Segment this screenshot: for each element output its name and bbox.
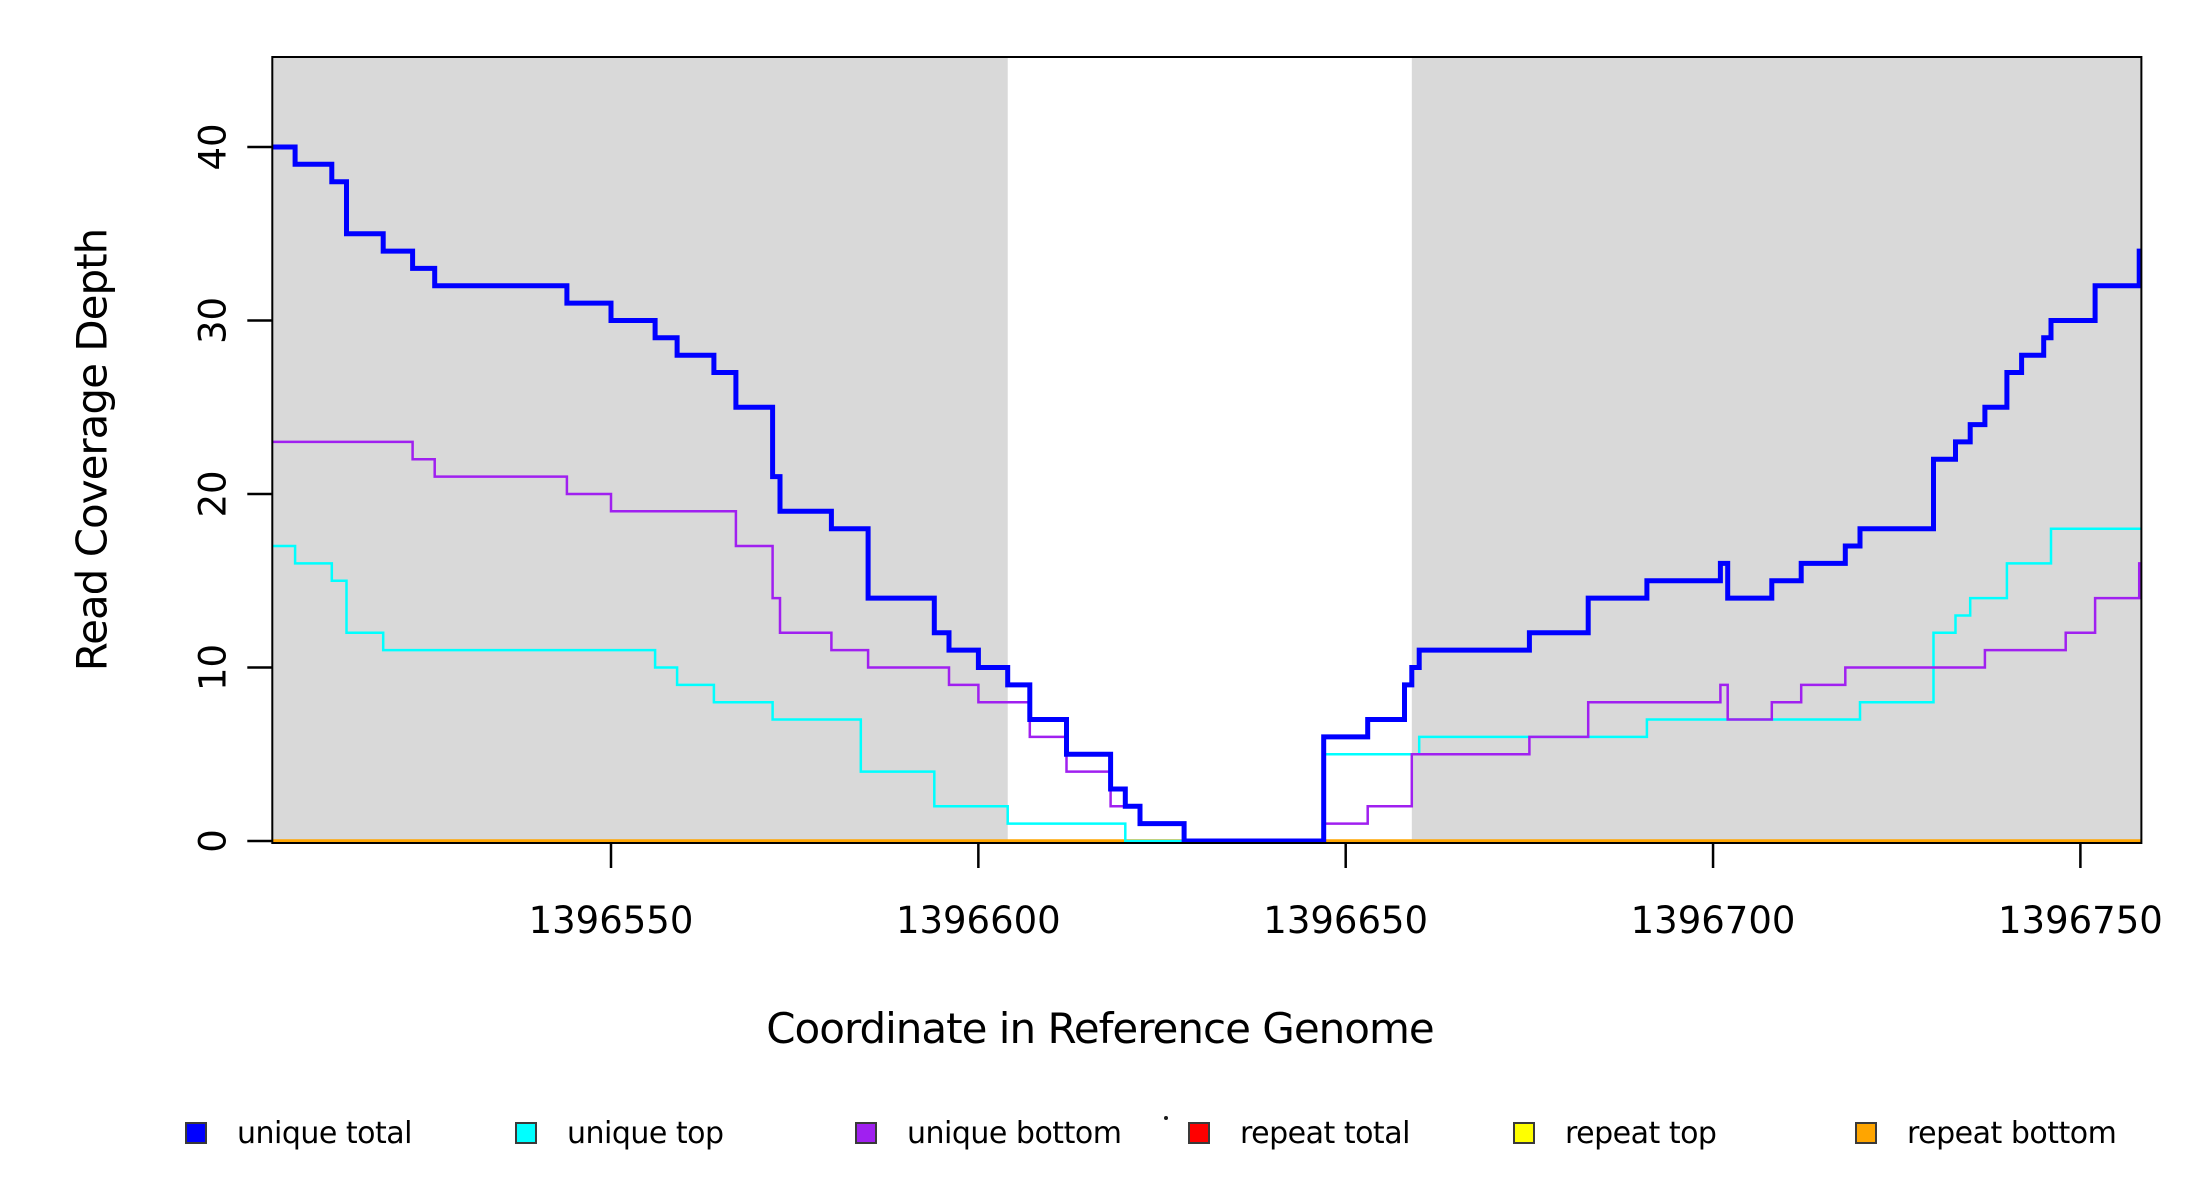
y-tick-label: 0 <box>191 829 234 853</box>
legend-label: unique total <box>237 1115 413 1151</box>
legend-item-repeat-total: repeat total <box>1188 1115 1410 1151</box>
legend-item-repeat-bottom: repeat bottom <box>1855 1115 2117 1151</box>
x-tick-label: 1396700 <box>1631 899 1796 942</box>
legend-swatch-icon <box>1855 1122 1877 1144</box>
legend-label: repeat top <box>1565 1115 1717 1151</box>
legend-swatch-icon <box>855 1122 877 1144</box>
y-tick-label: 10 <box>191 644 234 691</box>
plot-border <box>271 56 2143 844</box>
x-tick-label: 1396650 <box>1263 899 1428 942</box>
x-axis-title: Coordinate in Reference Genome <box>766 1004 1435 1053</box>
legend-item-unique-total: unique total <box>185 1115 413 1151</box>
series-unique-top <box>273 527 2142 843</box>
legend-swatch-icon <box>185 1122 207 1144</box>
y-tick-label: 30 <box>191 297 234 344</box>
y-tick-label: 20 <box>191 470 234 517</box>
legend-label: repeat bottom <box>1907 1115 2117 1151</box>
legend-item-repeat-top: repeat top <box>1513 1115 1717 1151</box>
legend-label: unique top <box>567 1115 724 1151</box>
legend-item-unique-bottom: unique bottom <box>855 1115 1122 1151</box>
x-tick-label: 1396600 <box>896 899 1061 942</box>
legend-label: unique bottom <box>907 1115 1122 1151</box>
shaded-region <box>1411 57 2142 843</box>
legend-swatch-icon <box>1188 1122 1210 1144</box>
legend-label: repeat total <box>1240 1115 1410 1151</box>
x-tick-label: 1396550 <box>529 899 694 942</box>
y-axis-title: Read Coverage Depth <box>67 228 117 672</box>
y-tick-label: 40 <box>191 123 234 170</box>
shaded-region <box>272 57 1008 843</box>
legend-item-unique-top: unique top <box>515 1115 724 1151</box>
legend-swatch-icon <box>1513 1122 1535 1144</box>
x-tick-label: 1396750 <box>1998 899 2163 942</box>
stray-mark <box>1164 1116 1168 1120</box>
series-unique-total <box>273 144 2142 843</box>
legend-swatch-icon <box>515 1122 537 1144</box>
